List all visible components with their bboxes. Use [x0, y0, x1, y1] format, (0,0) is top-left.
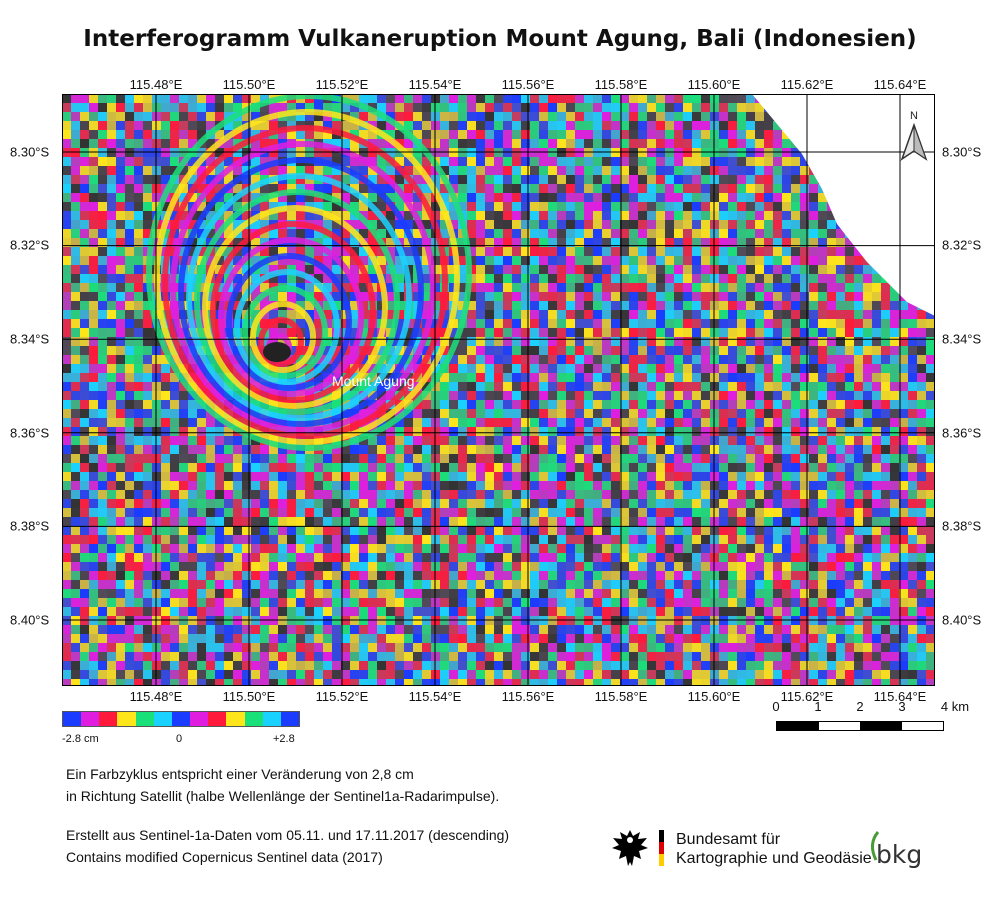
lat-label-right: 8.32°S: [942, 237, 982, 253]
colorbar-min-label: -2.8 cm: [62, 733, 99, 745]
lon-label-top: 115.56°E: [501, 77, 555, 92]
lon-label-top: 115.50°E: [222, 77, 276, 92]
scale-label: 4 km: [940, 699, 970, 714]
bkg-name-line2: Kartographie und Geodäsie: [676, 850, 872, 867]
note-line: Contains modified Copernicus Sentinel da…: [66, 849, 383, 865]
north-arrow-icon: N: [900, 110, 928, 161]
lon-label-top: 115.64°E: [873, 77, 927, 92]
bkg-swoosh-icon: [871, 831, 880, 861]
lon-label-top: 115.58°E: [594, 77, 648, 92]
scale-label: 1: [814, 699, 822, 714]
lon-label-top: 115.60°E: [687, 77, 741, 92]
scale-label: 3: [898, 699, 906, 714]
lon-label-bottom: 115.58°E: [594, 689, 648, 704]
bkg-logo: bkg: [876, 840, 923, 869]
lat-label-right: 8.36°S: [942, 425, 982, 441]
colorbar-mid-label: 0: [176, 733, 183, 745]
lat-label-right: 8.40°S: [942, 612, 982, 628]
colorbar-max-label: +2.8: [273, 733, 295, 745]
phase-colorbar: [62, 711, 300, 727]
lat-label-right: 8.30°S: [942, 144, 982, 160]
lat-label-right: 8.38°S: [942, 518, 982, 534]
lon-label-bottom: 115.52°E: [315, 689, 369, 704]
map-frame: [62, 94, 935, 686]
lon-label-bottom: 115.56°E: [501, 689, 555, 704]
lon-label-top: 115.62°E: [780, 77, 834, 92]
lat-label-left: 8.40°S: [10, 612, 50, 628]
german-flag-bar: [659, 830, 664, 866]
note-line: Ein Farbzyklus entspricht einer Veränder…: [66, 766, 414, 782]
lon-label-bottom: 115.62°E: [780, 689, 834, 704]
map-title: Interferogramm Vulkaneruption Mount Agun…: [83, 26, 917, 52]
scale-label: 0: [772, 699, 780, 714]
note-line: Erstellt aus Sentinel-1a-Daten vom 05.11…: [66, 827, 510, 843]
lon-label-top: 115.52°E: [315, 77, 369, 92]
volcano-label: Mount Agung: [332, 373, 415, 389]
lon-label-bottom: 115.64°E: [873, 689, 927, 704]
lon-label-bottom: 115.48°E: [129, 689, 183, 704]
lon-label-bottom: 115.54°E: [408, 689, 462, 704]
federal-eagle-icon: [612, 830, 648, 866]
bkg-name-line1: Bundesamt für: [676, 831, 781, 848]
lon-label-top: 115.54°E: [408, 77, 462, 92]
note-line: in Richtung Satellit (halbe Wellenlänge …: [66, 788, 500, 804]
lat-label-left: 8.30°S: [10, 144, 50, 160]
lat-label-left: 8.38°S: [10, 518, 50, 534]
graticule: [62, 94, 935, 686]
scale-label: 2: [856, 699, 864, 714]
interferogram-map[interactable]: Mount Agung N: [62, 94, 935, 686]
lat-label-right: 8.34°S: [942, 331, 982, 347]
lon-label-bottom: 115.60°E: [687, 689, 741, 704]
lat-label-left: 8.34°S: [10, 331, 50, 347]
lat-label-left: 8.36°S: [10, 425, 50, 441]
lat-label-left: 8.32°S: [10, 237, 50, 253]
lon-label-top: 115.48°E: [129, 77, 183, 92]
scale-bar: [776, 721, 944, 731]
lon-label-bottom: 115.50°E: [222, 689, 276, 704]
